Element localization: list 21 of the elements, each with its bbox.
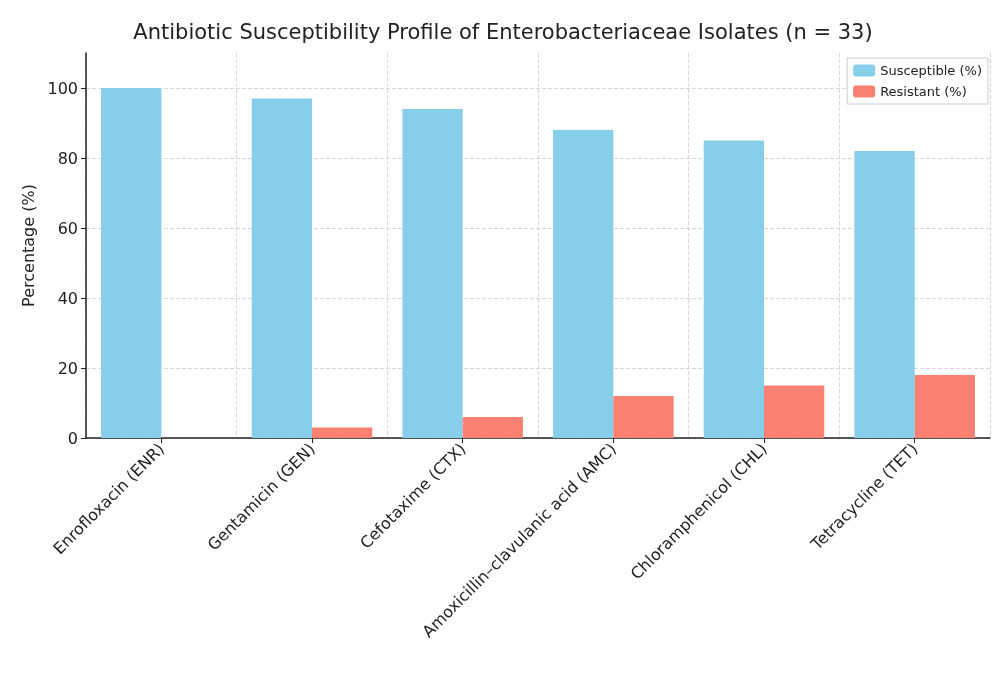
bar bbox=[101, 88, 162, 438]
bar bbox=[703, 140, 764, 438]
y-tick-label: 60 bbox=[57, 218, 78, 238]
chart-title: Antibiotic Susceptibility Profile of Enterobacteriaceae Isolates (n = 33) bbox=[133, 19, 873, 44]
bar bbox=[764, 385, 825, 438]
bar bbox=[462, 417, 523, 438]
y-tick-label: 0 bbox=[67, 428, 78, 448]
y-tick-label: 100 bbox=[47, 78, 78, 98]
y-axis-title: Percentage (%) bbox=[18, 184, 38, 307]
bar bbox=[553, 130, 614, 438]
legend-label: Susceptible (%) bbox=[880, 63, 983, 78]
bar bbox=[613, 396, 674, 438]
legend-label: Resistant (%) bbox=[880, 84, 967, 99]
y-tick-label: 80 bbox=[57, 148, 78, 168]
bar bbox=[312, 427, 373, 438]
y-tick-label: 20 bbox=[57, 358, 78, 378]
bar bbox=[854, 151, 915, 438]
bar bbox=[251, 98, 312, 438]
bar bbox=[914, 375, 975, 438]
bar bbox=[402, 109, 463, 438]
y-tick-label: 40 bbox=[57, 288, 78, 308]
